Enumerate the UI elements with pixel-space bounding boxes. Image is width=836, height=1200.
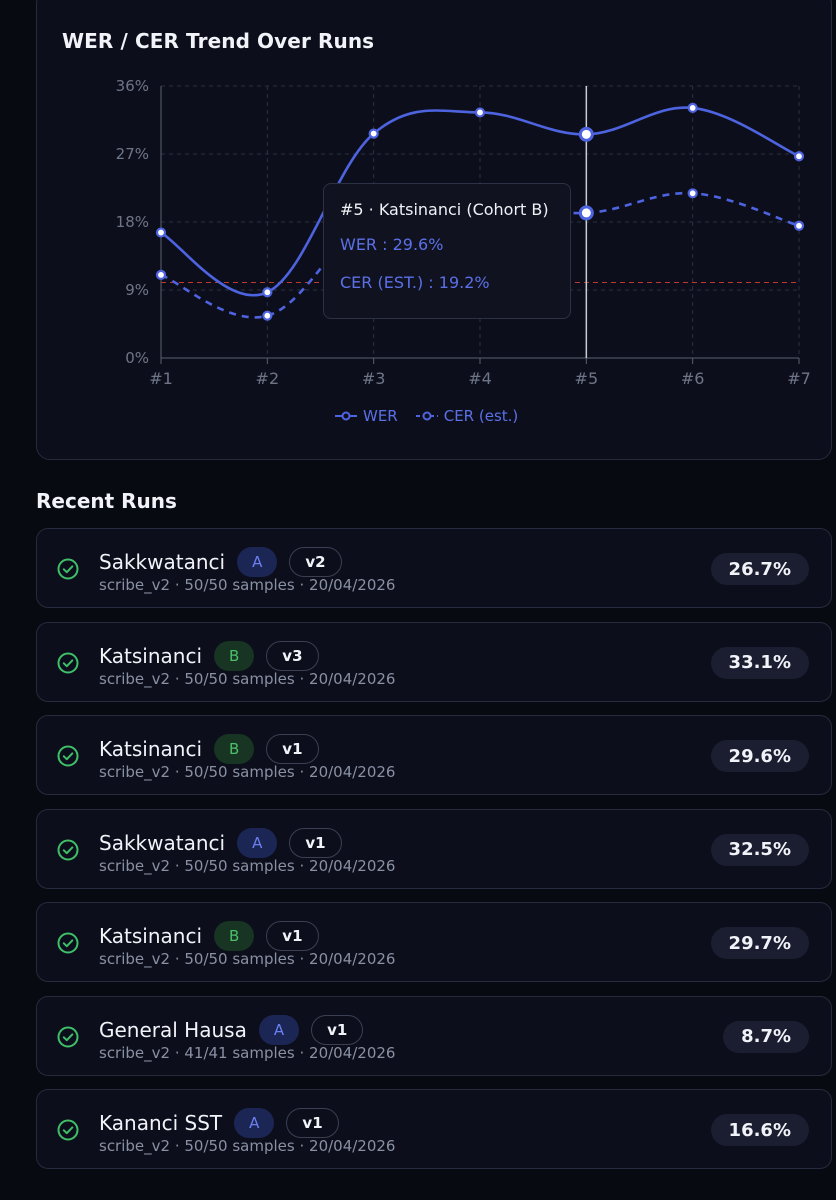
check-circle-icon (57, 558, 79, 580)
legend-wer-label: WER (363, 407, 398, 425)
run-score-badge: 8.7% (723, 1020, 809, 1053)
run-meta: scribe_v2 · 50/50 samples · 20/04/2026 (99, 669, 396, 688)
cohort-badge: A (237, 547, 278, 577)
cohort-badge: B (214, 640, 255, 671)
run-name: Kananci SST (99, 1111, 223, 1135)
check-circle-icon (57, 745, 79, 767)
cohort-badge: A (237, 827, 278, 858)
run-name: General Hausa (99, 1017, 247, 1042)
run-name: Katsinanci (99, 737, 202, 761)
version-badge: v1 (289, 827, 342, 858)
x-tick-label: #5 (575, 369, 599, 388)
data-point-cer[interactable] (262, 310, 273, 321)
y-tick-label: 36% (116, 77, 149, 95)
chart-title: WER / CER Trend Over Runs (62, 29, 375, 53)
cohort-badge: B (214, 734, 255, 764)
run-meta: scribe_v2 · 50/50 samples · 20/04/2026 (99, 856, 396, 875)
data-point-wer[interactable] (578, 126, 594, 142)
y-tick-label: 9% (125, 281, 149, 299)
tooltip-title: #5 · Katsinanci (Cohort B) (340, 200, 549, 219)
legend-item-wer[interactable]: WER (335, 407, 398, 425)
y-tick-label: 27% (116, 145, 149, 163)
trend-chart-card: WER / CER Trend Over Runs 0% 9% 18% 27% 36% #… (36, 0, 832, 460)
cohort-badge: B (214, 921, 255, 951)
data-point-cer[interactable] (578, 205, 594, 221)
legend-wer-marker (335, 411, 357, 421)
x-tick-label: #4 (468, 369, 492, 388)
run-score-badge: 26.7% (710, 553, 809, 585)
version-badge: v3 (266, 640, 319, 671)
x-tick-label: #6 (681, 369, 705, 388)
data-point-cer[interactable] (155, 269, 167, 280)
run-score-badge: 29.7% (710, 927, 809, 959)
run-score-badge: 33.1% (710, 646, 809, 679)
data-point-cer[interactable] (793, 220, 805, 231)
run-name: Katsinanci (99, 643, 202, 668)
check-circle-icon (57, 932, 79, 954)
data-point-wer[interactable] (474, 107, 486, 118)
run-score-badge: 29.6% (710, 740, 809, 772)
data-point-wer[interactable] (368, 128, 379, 139)
check-circle-icon (57, 1119, 79, 1141)
check-circle-icon (57, 839, 79, 860)
run-name: Sakkwatanci (99, 830, 226, 855)
legend-item-cer[interactable]: CER (est.) (415, 407, 519, 425)
run-name: Katsinanci (99, 924, 202, 948)
run-meta: scribe_v2 · 41/41 samples · 20/04/2026 (99, 1043, 396, 1062)
data-point-wer[interactable] (687, 102, 698, 114)
version-badge: v1 (311, 1014, 364, 1045)
legend-cer-marker (415, 411, 438, 421)
version-badge: v1 (266, 921, 319, 951)
version-badge: v1 (266, 734, 319, 764)
check-circle-icon (57, 1026, 79, 1047)
data-point-wer[interactable] (155, 227, 167, 238)
x-tick-label: #3 (362, 369, 386, 388)
cohort-badge: A (234, 1108, 275, 1138)
x-tick-label: #2 (256, 369, 280, 388)
y-tick-label: 0% (125, 349, 149, 367)
run-meta: scribe_v2 · 50/50 samples · 20/04/2026 (99, 1137, 396, 1155)
check-circle-icon (57, 652, 79, 673)
chart-tooltip: #5 · Katsinanci (Cohort B) WER : 29.6% C… (323, 183, 571, 319)
run-score-badge: 16.6% (710, 1114, 809, 1146)
x-tick-label: #7 (787, 369, 811, 388)
tooltip-wer: WER : 29.6% (340, 235, 444, 254)
run-name: Sakkwatanci (99, 550, 226, 574)
run-meta: scribe_v2 · 50/50 samples · 20/04/2026 (99, 763, 396, 781)
legend-cer-label: CER (est.) (443, 407, 519, 425)
run-meta: scribe_v2 · 50/50 samples · 20/04/2026 (99, 950, 396, 968)
version-badge: v2 (289, 547, 342, 577)
cohort-badge: A (258, 1014, 300, 1045)
chart-legend: WER CER (est.) (335, 407, 518, 425)
version-badge: v1 (286, 1108, 339, 1138)
run-meta: scribe_v2 · 50/50 samples · 20/04/2026 (99, 576, 396, 594)
x-tick-label: #1 (149, 369, 173, 388)
run-score-badge: 32.5% (710, 833, 809, 866)
tooltip-cer: CER (EST.) : 19.2% (340, 273, 490, 292)
data-point-wer[interactable] (262, 287, 273, 298)
data-point-cer[interactable] (687, 188, 698, 199)
data-point-wer[interactable] (793, 151, 805, 162)
recent-runs-title: Recent Runs (36, 489, 177, 513)
y-tick-label: 18% (116, 213, 149, 231)
